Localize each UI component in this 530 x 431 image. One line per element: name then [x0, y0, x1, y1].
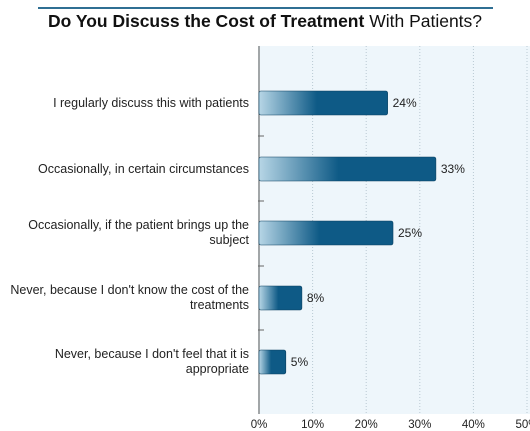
value-label-3: 8% — [307, 291, 325, 305]
chart-title-bold: Do You Discuss the Cost of Treatment — [47, 11, 365, 31]
x-tick-label-3: 30% — [408, 419, 431, 431]
category-label-0: I regularly discuss this with patients — [53, 95, 249, 110]
category-label-2: Occasionally, if the patient brings up t… — [28, 218, 249, 247]
x-tick-label-0: 0% — [251, 419, 268, 431]
bar-3 — [258, 285, 303, 311]
category-label-3: Never, because I don't know the cost of … — [10, 283, 249, 312]
value-label-4: 5% — [291, 355, 309, 369]
x-tick-label-2: 20% — [355, 419, 378, 431]
category-label-4: Never, because I don't feel that it is a… — [54, 347, 249, 376]
bar-2 — [258, 220, 394, 246]
value-label-2: 25% — [398, 226, 422, 240]
x-tick-label-1: 10% — [301, 419, 324, 431]
chart-title-regular: With Patients? — [369, 11, 483, 31]
title-rule — [38, 7, 493, 9]
x-tick-label-4: 40% — [462, 419, 485, 431]
x-tick-label-5: 50% — [515, 419, 530, 431]
bar-4 — [258, 349, 287, 375]
value-label-0: 24% — [393, 96, 417, 110]
category-label-1: Occasionally, in certain circumstances — [38, 161, 249, 176]
bar-1 — [258, 156, 437, 182]
value-label-1: 33% — [441, 162, 465, 176]
chart-title: Do You Discuss the Cost of Treatment Wit… — [0, 11, 530, 32]
bar-0 — [258, 90, 388, 116]
